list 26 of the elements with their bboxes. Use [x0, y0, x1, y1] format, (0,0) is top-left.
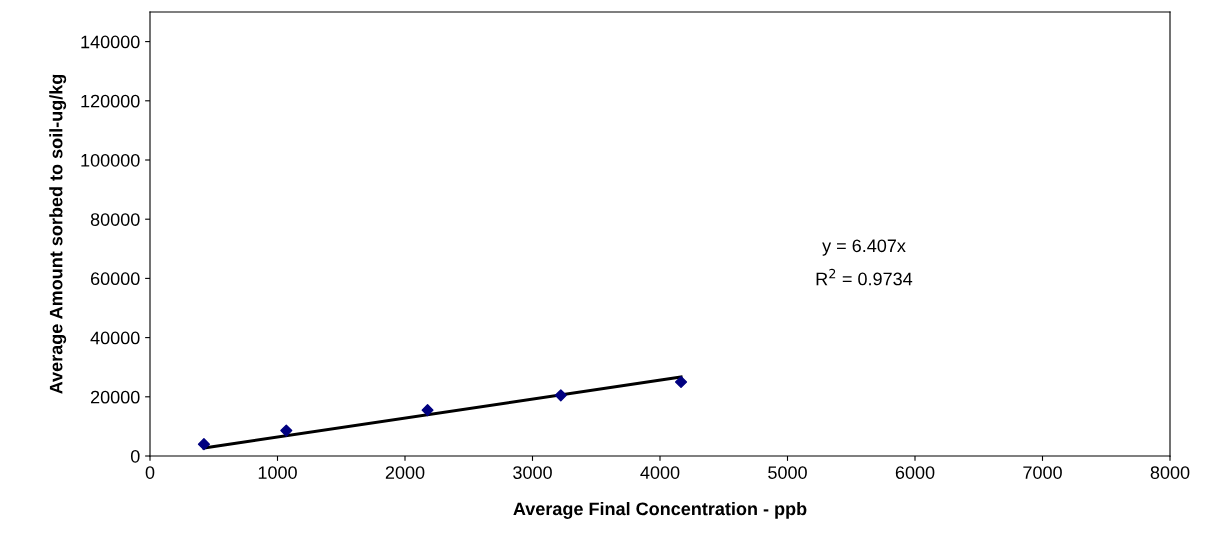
- point: [421, 404, 434, 417]
- y-tick-label: 140000: [81, 35, 140, 49]
- annotation: R$^{2}$ = 0.9734: [816, 268, 913, 286]
- x-tick-label: 2000: [385, 466, 425, 479]
- x-tick-label: 0: [145, 466, 155, 479]
- x-tick-label: 5000: [768, 466, 807, 479]
- point: [554, 389, 567, 402]
- y-tick-label: 100000: [81, 153, 140, 167]
- y-tick-label: 40000: [90, 331, 140, 345]
- x-tick-label: 3000: [513, 466, 552, 479]
- y-tick-label: 80000: [90, 213, 140, 226]
- y-axis-title: Average Amount sorbed to soil-ug/kg: [49, 74, 67, 394]
- y-tick-label: 120000: [81, 94, 140, 108]
- y-tick-label: 20000: [90, 390, 140, 404]
- annotation: y = 6.407x: [822, 239, 906, 256]
- y-tick-label: 0: [130, 449, 140, 463]
- point: [280, 424, 293, 437]
- x-tick-label: 6000: [895, 466, 935, 479]
- x-tick-label: 1000: [258, 466, 297, 479]
- point: [197, 438, 211, 451]
- x-tick-label: 8000: [1150, 466, 1190, 479]
- point: [674, 375, 688, 389]
- x-tick-label: 4000: [640, 466, 680, 479]
- y-tick-label: 60000: [90, 272, 140, 286]
- x-axis-title: Average Final Concentration - ppb: [513, 502, 807, 519]
- x-tick-label: 7000: [1023, 466, 1062, 479]
